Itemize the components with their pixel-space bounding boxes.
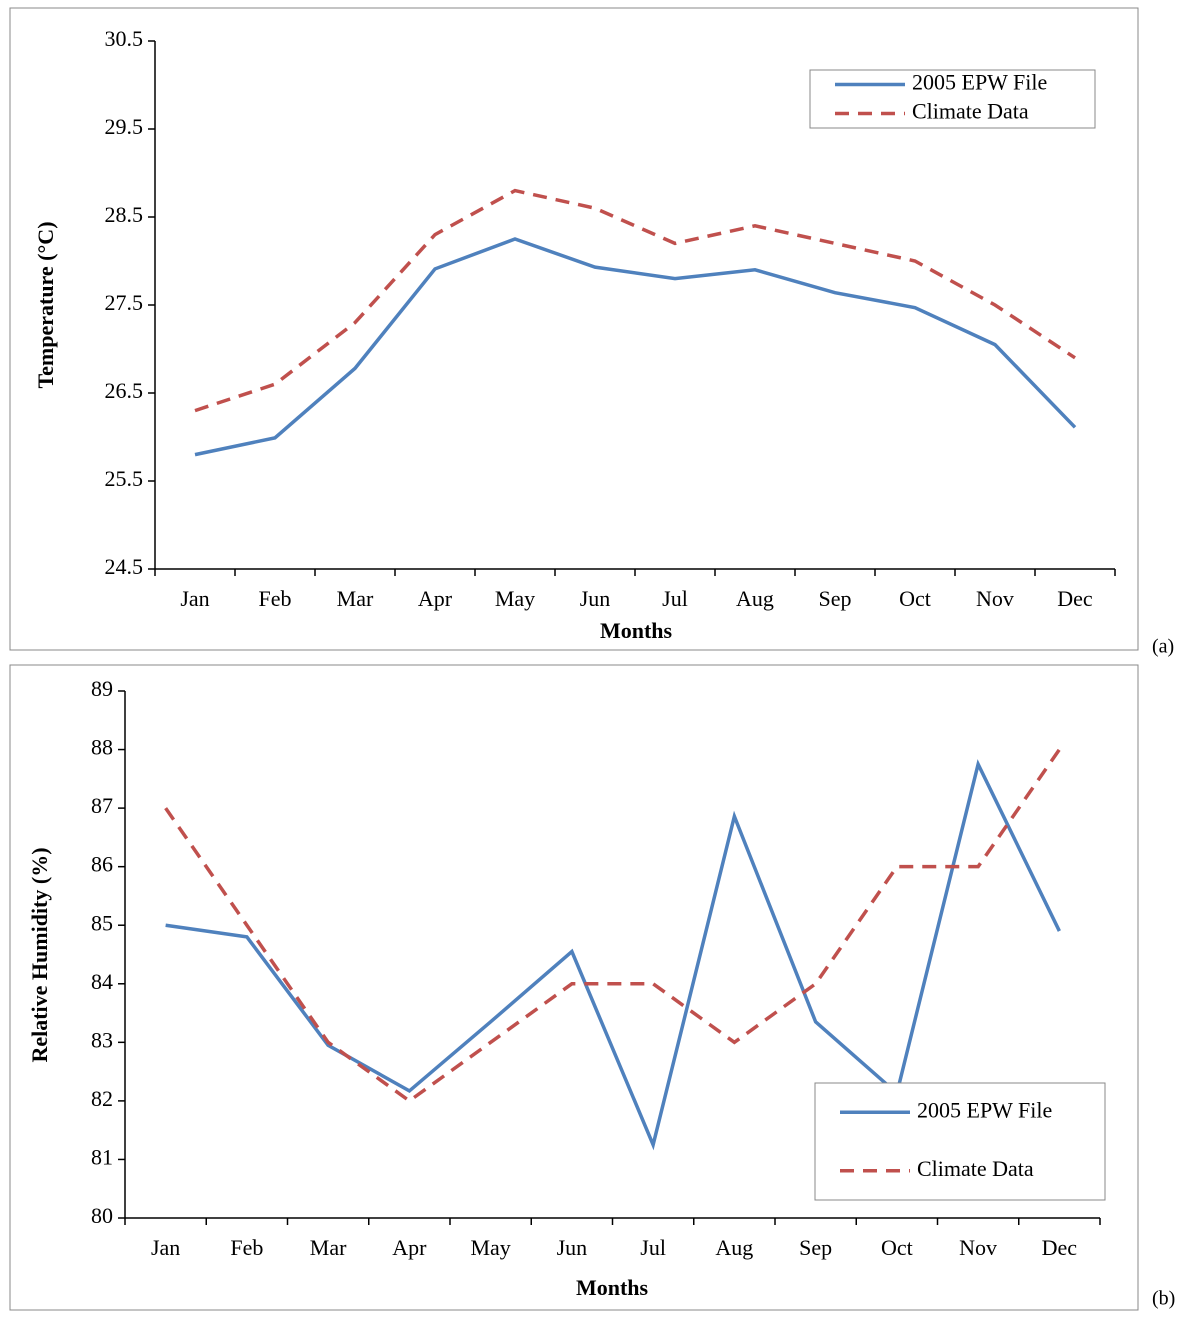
x-tick-label: Nov — [959, 1235, 997, 1260]
x-axis-title: Months — [600, 618, 673, 643]
x-tick-label: Jan — [151, 1235, 180, 1260]
x-tick-label: Dec — [1057, 586, 1093, 611]
y-tick-label: 89 — [91, 676, 113, 701]
panel-label: (a) — [1152, 636, 1174, 658]
x-tick-label: Oct — [881, 1235, 913, 1260]
y-tick-label: 27.5 — [105, 290, 144, 315]
data-line — [164, 748, 1061, 1104]
x-tick-label: Jan — [180, 586, 209, 611]
x-tick-label: Nov — [976, 586, 1014, 611]
legend-label: Climate Data — [917, 1156, 1034, 1181]
y-tick-label: 85 — [91, 910, 113, 935]
chart-panel: (a) 24.5 25.5 26.5 27.5 28.5 29.5 30.5 Jan Feb Mar… — [9, 7, 1174, 658]
x-tick-label: Jul — [640, 1235, 666, 1260]
x-tick-label: Feb — [230, 1235, 263, 1260]
x-tick-label: Apr — [392, 1235, 427, 1260]
x-axis-title: Months — [576, 1275, 649, 1300]
x-tick-label: Mar — [337, 586, 374, 611]
x-tick-label: Mar — [310, 1235, 347, 1260]
y-tick-label: 83 — [91, 1027, 113, 1052]
y-tick-label: 28.5 — [105, 202, 144, 227]
y-tick-label: 82 — [91, 1086, 113, 1111]
y-tick-label: 88 — [91, 735, 113, 760]
data-line — [165, 759, 1061, 1151]
y-tick-label: 81 — [91, 1144, 113, 1169]
y-tick-label: 26.5 — [105, 378, 144, 403]
x-tick-label: May — [470, 1235, 510, 1260]
x-tick-label: Sep — [799, 1235, 832, 1260]
legend-box — [809, 69, 1096, 129]
x-tick-label: Oct — [899, 586, 931, 611]
y-tick-label: 30.5 — [105, 26, 144, 51]
x-tick-label: Apr — [418, 586, 453, 611]
legend-box — [814, 1082, 1106, 1201]
legend-label: 2005 EPW File — [917, 1097, 1052, 1122]
y-tick-label: 86 — [91, 852, 113, 877]
chart-frame — [9, 664, 1139, 1311]
panel-label: (b) — [1152, 1288, 1175, 1310]
x-tick-label: Aug — [736, 586, 774, 611]
chart-frame — [9, 7, 1139, 651]
x-tick-label: May — [495, 586, 535, 611]
legend-label: 2005 EPW File — [912, 70, 1047, 95]
y-tick-label: 24.5 — [105, 554, 144, 579]
chart-panel: (b) 80 81 82 83 84 85 86 87 88 89 Jan Feb Mar Apr May Ju… — [9, 664, 1175, 1311]
legend-label: Climate Data — [912, 99, 1029, 124]
x-tick-label: Sep — [819, 586, 852, 611]
y-tick-label: 87 — [91, 793, 113, 818]
data-line — [194, 188, 1076, 413]
y-axis-title: Relative Humidity (%) — [27, 847, 52, 1062]
y-axis-title: Temperature (°C) — [33, 221, 58, 388]
x-tick-label: Dec — [1042, 1235, 1078, 1260]
x-tick-label: Jun — [580, 586, 611, 611]
y-tick-label: 80 — [91, 1203, 113, 1228]
x-tick-label: Jun — [557, 1235, 588, 1260]
x-tick-label: Jul — [662, 586, 688, 611]
x-tick-label: Aug — [715, 1235, 753, 1260]
x-tick-label: Feb — [259, 586, 292, 611]
y-tick-label: 29.5 — [105, 114, 144, 139]
data-line — [194, 237, 1077, 457]
y-tick-label: 84 — [91, 969, 113, 994]
y-tick-label: 25.5 — [105, 466, 144, 491]
